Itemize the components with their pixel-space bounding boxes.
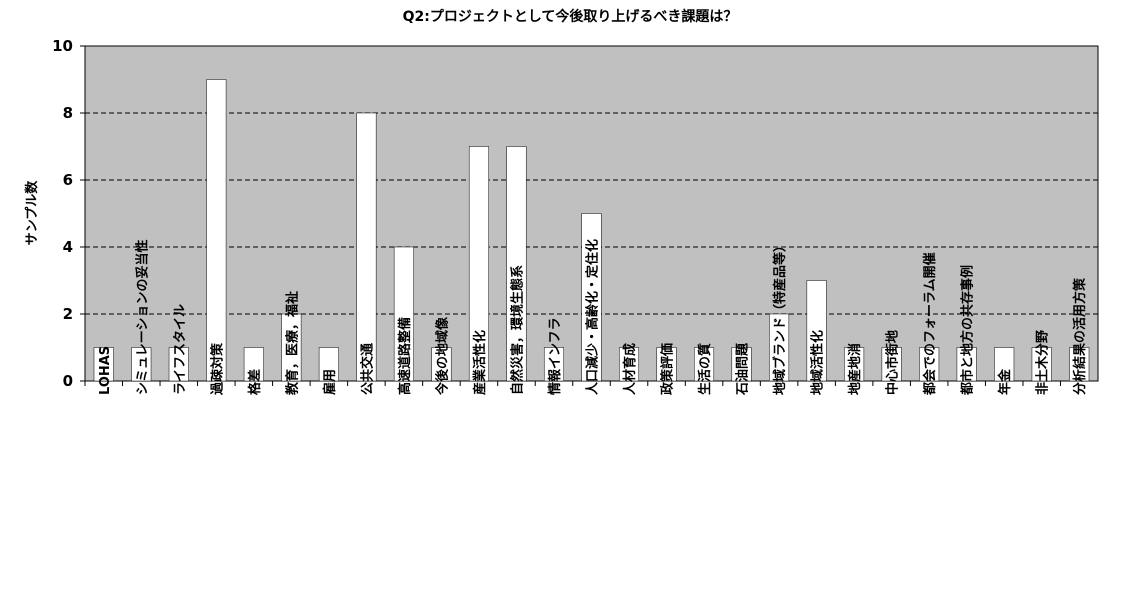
x-tick-label: 非土木分野: [1035, 330, 1051, 395]
bar: [131, 347, 152, 382]
chart-title: Q2:プロジェクトとして今後取り上げるべき課題は？: [402, 9, 738, 25]
x-tick-label: シミュレーションの妥当性: [134, 240, 150, 395]
x-tick-label: 過疎対策: [209, 342, 225, 396]
bar: [844, 347, 865, 382]
bar: [656, 347, 677, 382]
bar: [506, 146, 527, 382]
x-tick-label: ライフスタイル: [173, 304, 188, 395]
bar: [431, 347, 452, 382]
bar: [956, 347, 977, 382]
x-tick-label: 都市と地方の共存事例: [960, 265, 976, 396]
x-tick-label: 自然災害，環境生態系: [509, 265, 525, 395]
bar: [769, 313, 790, 382]
bar: [93, 347, 114, 382]
bar: [318, 347, 339, 382]
y-tick-label: 8: [63, 104, 73, 122]
bar: [206, 79, 227, 382]
bar: [581, 213, 602, 382]
y-tick-label: 2: [63, 305, 73, 323]
y-tick-label: 10: [52, 37, 73, 55]
x-tick-label: 今後の地域像: [434, 316, 450, 396]
bar: [1031, 347, 1052, 382]
x-tick-label: 生活の質: [697, 343, 713, 395]
x-tick-label: 政策評価: [660, 343, 676, 395]
x-tick-label: LOHAS: [98, 346, 113, 395]
bar: [243, 347, 264, 382]
y-tick-label: 0: [63, 372, 73, 390]
bar: [468, 146, 489, 382]
x-tick-label: 中心市街地: [885, 330, 901, 395]
bar: [994, 347, 1015, 382]
bar: [393, 246, 414, 382]
x-tick-label: 地産地消: [847, 343, 863, 395]
x-tick-label: 格差: [247, 369, 263, 395]
bar: [731, 347, 752, 382]
x-tick-label: 都会でのフォーラム開催: [922, 252, 938, 396]
x-tick-label: 年金: [997, 368, 1013, 395]
x-tick-label: 産業活性化: [472, 330, 488, 395]
bar: [619, 347, 640, 382]
x-tick-label: 地域ブランド（特産品等）: [772, 239, 788, 395]
bar: [919, 347, 940, 382]
x-tick-label: 公共交通: [359, 343, 375, 395]
bar: [1069, 347, 1090, 382]
bar: [806, 280, 827, 382]
bar: [281, 313, 302, 382]
x-tick-label: 人口減少・高齢化・定住化: [585, 239, 601, 395]
x-tick-label: 雇用: [322, 369, 338, 395]
x-tick-label: 情報インフラ: [547, 317, 563, 395]
y-axis-label: サンプル数: [24, 180, 40, 246]
x-tick-label: 高速道路整備: [397, 317, 413, 395]
y-tick-label: 4: [63, 238, 73, 256]
bar: [543, 347, 564, 382]
y-tick-label: 6: [63, 171, 73, 189]
x-tick-label: 人材育成: [622, 343, 638, 395]
bar: [694, 347, 715, 382]
bar: [356, 112, 377, 382]
bar: [168, 347, 189, 382]
x-tick-label: 分析結果の活用方策: [1072, 277, 1088, 395]
x-tick-label: 地域活性化: [810, 330, 826, 395]
bar: [881, 347, 902, 382]
x-tick-label: 石油問題: [735, 342, 751, 396]
x-tick-label: 教育，医療，福祉: [284, 291, 300, 396]
